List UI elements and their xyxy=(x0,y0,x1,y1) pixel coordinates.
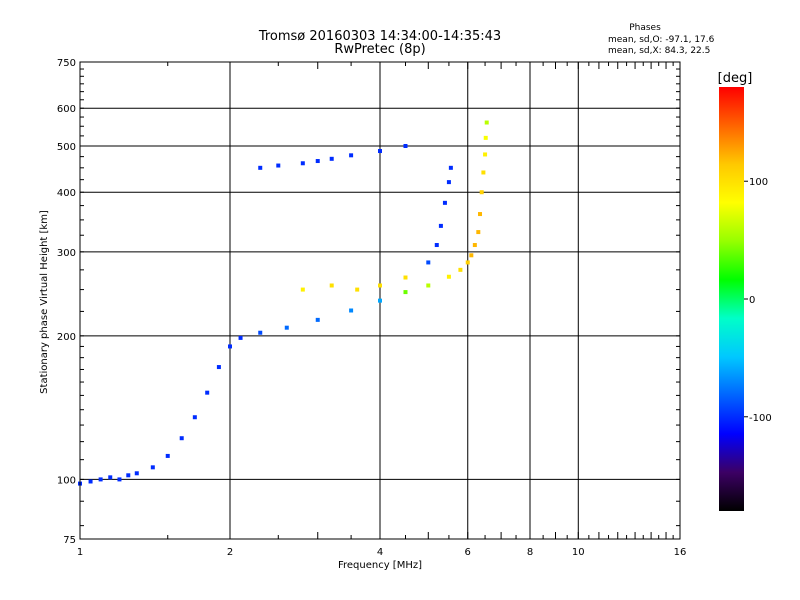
phase-info-o: mean, sd,O: -97.1, 17.6 xyxy=(608,35,715,45)
y-tick-label: 300 xyxy=(57,248,76,259)
y-tick-label: 100 xyxy=(57,475,76,486)
data-point xyxy=(165,453,170,458)
x-tick-label: 8 xyxy=(527,547,533,558)
data-points xyxy=(78,120,489,486)
x-tick-label: 2 xyxy=(227,547,233,558)
data-point xyxy=(442,200,447,205)
y-tick-label: 500 xyxy=(57,142,76,153)
data-point xyxy=(88,479,93,484)
data-point xyxy=(126,473,131,478)
y-tick-label: 75 xyxy=(63,535,76,546)
data-point xyxy=(479,190,484,195)
phase-info-title: Phases xyxy=(629,23,661,33)
data-point xyxy=(483,135,488,140)
data-point xyxy=(238,335,243,340)
y-tick-label: 600 xyxy=(57,104,76,115)
data-point xyxy=(134,471,139,476)
data-point xyxy=(228,344,232,349)
x-axis-label: Frequency [MHz] xyxy=(338,560,422,571)
colorbar-label: [deg] xyxy=(718,71,753,86)
data-point xyxy=(484,120,489,125)
data-point xyxy=(403,275,408,280)
colorbar-ticks: 100 0 -100 xyxy=(744,177,772,424)
data-point xyxy=(300,161,305,166)
data-point xyxy=(329,156,334,161)
data-point xyxy=(378,149,382,154)
data-point xyxy=(403,143,408,148)
grid-lines xyxy=(80,62,680,539)
data-point xyxy=(117,477,122,482)
colorbar-tick-label: 0 xyxy=(749,295,755,306)
data-point xyxy=(315,159,320,164)
data-point xyxy=(258,165,263,170)
data-point xyxy=(446,180,451,185)
data-point xyxy=(378,298,382,303)
colorbar xyxy=(719,87,744,511)
data-point xyxy=(478,212,483,217)
axis-ticks: 1 2 4 6 8 10 16 75 100 200 300 400 500 600 750 xyxy=(57,58,686,558)
data-point xyxy=(329,283,334,288)
data-point xyxy=(458,267,463,272)
data-point xyxy=(108,475,113,480)
data-point xyxy=(446,274,451,279)
data-point xyxy=(349,308,354,313)
data-point xyxy=(476,230,481,235)
data-point xyxy=(426,260,431,265)
data-point xyxy=(426,283,431,288)
colorbar-tick-label: 100 xyxy=(749,177,768,188)
data-point xyxy=(300,287,305,292)
data-point xyxy=(216,365,221,370)
data-point xyxy=(315,317,320,322)
data-point xyxy=(258,330,263,335)
y-axis-label: Stationary phase Virtual Height [km] xyxy=(39,210,50,394)
y-tick-label: 200 xyxy=(57,332,76,343)
x-tick-label: 4 xyxy=(377,547,383,558)
data-point xyxy=(276,163,281,168)
y-tick-label: 400 xyxy=(57,188,76,199)
chart-subtitle: RwPretec (8p) xyxy=(334,42,425,57)
data-point xyxy=(448,165,453,170)
x-tick-label: 6 xyxy=(465,547,471,558)
data-point xyxy=(434,243,439,248)
data-point xyxy=(192,415,197,420)
data-point xyxy=(483,152,488,157)
colorbar-tick-label: -100 xyxy=(749,413,772,424)
data-point xyxy=(355,287,360,292)
data-point xyxy=(179,436,184,441)
data-point xyxy=(98,477,103,482)
data-point xyxy=(150,465,155,470)
data-point xyxy=(472,243,477,248)
data-point xyxy=(205,390,210,395)
y-tick-label: 750 xyxy=(57,58,76,69)
data-point xyxy=(465,260,470,265)
data-point xyxy=(481,170,486,175)
x-tick-label: 1 xyxy=(77,547,83,558)
data-point xyxy=(403,290,408,295)
x-tick-label: 16 xyxy=(674,547,687,558)
data-point xyxy=(284,325,289,330)
phase-info-x: mean, sd,X: 84.3, 22.5 xyxy=(608,46,710,56)
data-point xyxy=(378,283,382,288)
data-point xyxy=(469,253,474,258)
x-tick-label: 10 xyxy=(572,547,585,558)
chart-title: Tromsø 20160303 14:34:00-14:35:43 xyxy=(258,29,501,44)
data-point xyxy=(438,223,443,228)
data-point xyxy=(349,153,354,158)
